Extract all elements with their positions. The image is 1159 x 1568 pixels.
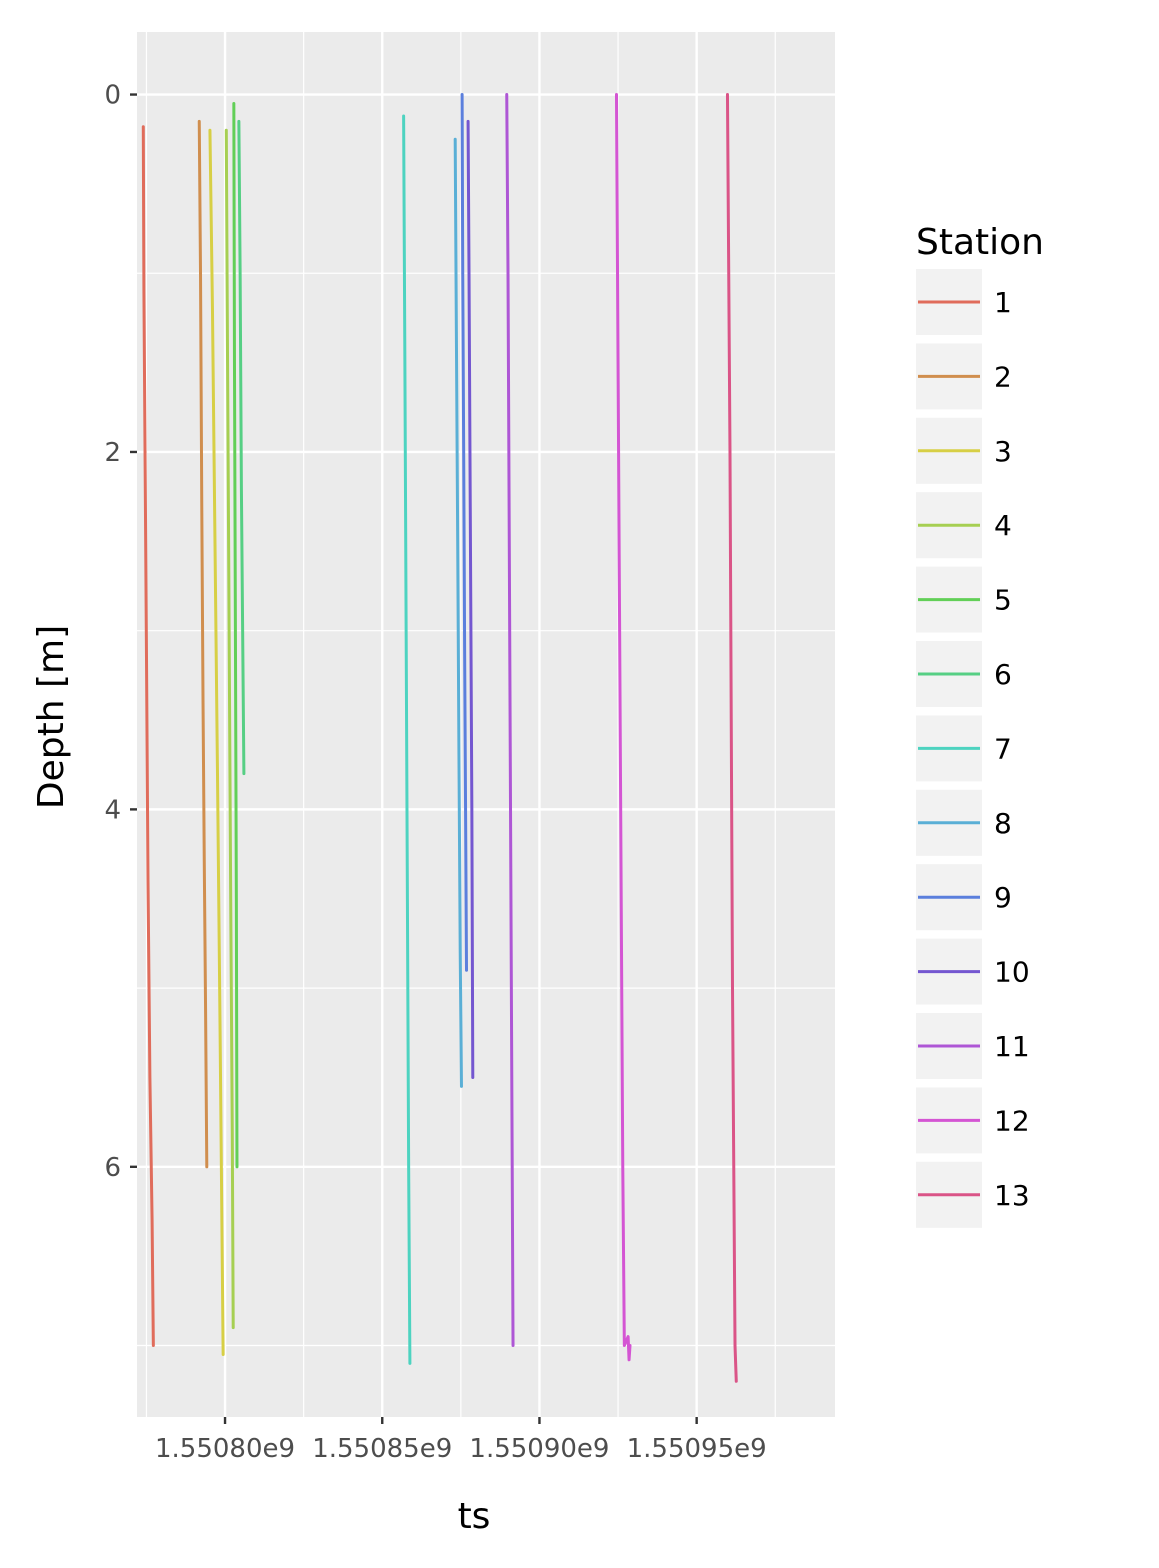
x-tick-label: 1.55095e9 <box>627 1434 767 1464</box>
legend-label-station-12: 12 <box>994 1104 1030 1137</box>
series-line-station-11 <box>505 93 515 1348</box>
legend-label-station-6: 6 <box>994 658 1012 691</box>
legend-label-station-2: 2 <box>994 360 1012 393</box>
y-tick-label: 0 <box>104 81 121 111</box>
series-line-station-13 <box>725 93 738 1383</box>
series-layer <box>141 93 738 1383</box>
legend-title: Station <box>916 222 1044 263</box>
series-line-station-5 <box>232 101 239 1169</box>
legend-label-station-10: 10 <box>994 956 1030 989</box>
y-axis: 0 2 4 6 <box>104 81 137 1183</box>
plot-panel <box>137 32 835 1417</box>
series-line-station-8 <box>453 137 463 1088</box>
y-tick-label: 2 <box>104 438 121 468</box>
y-tick-label: 4 <box>104 795 121 825</box>
y-axis-title: Depth [m] <box>31 625 72 809</box>
legend-label-station-3: 3 <box>994 435 1012 468</box>
y-tick-label: 6 <box>104 1153 121 1183</box>
legend-label-station-4: 4 <box>994 509 1012 542</box>
legend-label-station-1: 1 <box>994 286 1012 319</box>
legend-label-station-8: 8 <box>994 807 1012 840</box>
legend-label-station-9: 9 <box>994 881 1012 914</box>
series-line-station-1 <box>141 125 155 1348</box>
series-line-station-7 <box>402 114 412 1365</box>
series-line-station-9 <box>460 93 469 972</box>
x-tick-label: 1.55085e9 <box>312 1434 452 1464</box>
legend-label-station-11: 11 <box>994 1030 1030 1063</box>
series-line-station-4 <box>224 128 235 1330</box>
series-line-station-12 <box>614 93 632 1362</box>
grid-major <box>137 32 835 1417</box>
series-line-station-2 <box>197 119 209 1169</box>
x-tick-label: 1.55080e9 <box>155 1434 295 1464</box>
legend-label-station-13: 13 <box>994 1179 1030 1212</box>
x-axis-title: ts <box>458 1496 491 1537</box>
series-line-station-6 <box>237 119 246 776</box>
x-tick-label: 1.55090e9 <box>469 1434 609 1464</box>
legend-label-station-5: 5 <box>994 584 1012 617</box>
legend-label-station-7: 7 <box>994 732 1012 765</box>
series-line-station-10 <box>466 119 475 1079</box>
x-axis: 1.55080e9 1.55085e9 1.55090e9 1.55095e9 <box>155 1417 767 1464</box>
series-line-station-3 <box>208 128 225 1356</box>
